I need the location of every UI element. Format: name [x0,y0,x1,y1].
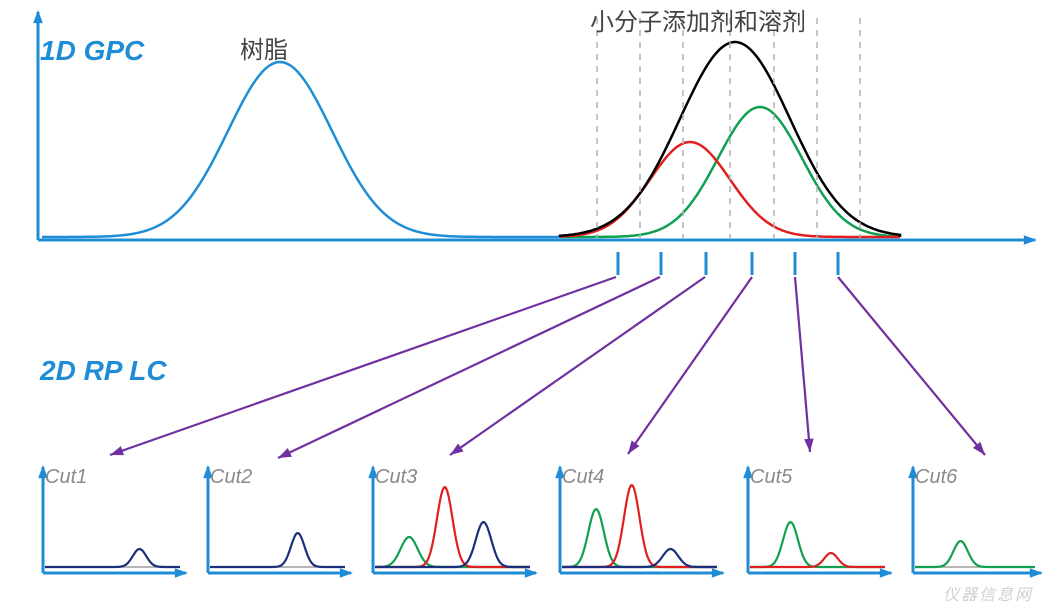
cut-label-1: Cut1 [45,466,87,488]
arrow-5 [795,277,810,452]
panel-peak-1 [210,533,345,567]
panel-peak-3 [375,522,530,567]
panel-peak-1 [45,549,180,567]
panel-peak-2 [562,485,717,567]
cut-label-3: Cut3 [375,466,417,488]
cut-arrows [110,277,985,458]
cut-panels: Cut1 Cut2 Cut3 Cut4 Cut5 Cut6 [38,465,1043,578]
cut-label-4: Cut4 [562,466,604,488]
resin-peak-label: 树脂 [240,37,288,64]
cut-panel-4: Cut4 [555,465,725,578]
panel-peak-1 [375,537,530,567]
top-chart [33,10,1037,275]
arrow-4 [628,277,752,454]
cut-panel-1: Cut1 [38,465,188,578]
bottom-title: 2D RP LC [39,355,167,386]
cluster-label: 小分子添加剂和溶剂 [590,9,806,36]
panel-peak-1 [915,541,1035,567]
figure: 1D GPC树脂小分子添加剂和溶剂2D RP LCCut1Cut2Cut3Cut… [0,0,1057,615]
cut-label-5: Cut5 [750,466,793,488]
cut-label-2: Cut2 [210,466,252,488]
panel-peak-1 [750,522,885,567]
arrow-1 [110,277,616,455]
cut-panel-6: Cut6 [908,465,1043,578]
cut-panel-3: Cut3 [368,465,538,578]
arrow-2 [278,277,660,458]
arrow-3 [450,277,705,455]
resin-peak [42,62,560,237]
panel-peak-3 [562,549,717,567]
cut-panel-5: Cut5 [743,465,893,578]
arrow-6 [838,277,985,455]
cut-label-6: Cut6 [915,466,958,488]
top-title: 1D GPC [40,35,145,66]
cut-panel-2: Cut2 [203,465,353,578]
